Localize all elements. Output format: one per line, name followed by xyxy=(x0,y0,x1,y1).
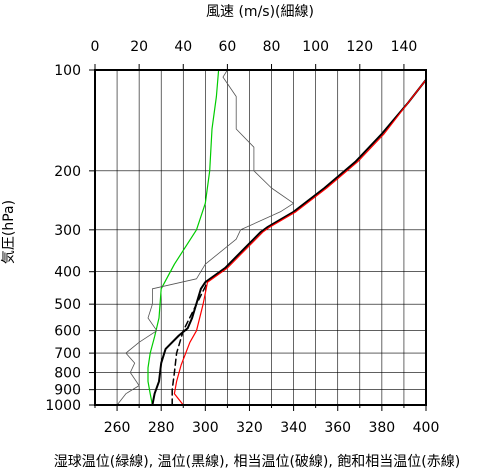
y-tick-label-700: 700 xyxy=(54,346,81,362)
y-axis-title: 気圧(hPa) xyxy=(1,200,17,264)
y-tick-label-200: 200 xyxy=(54,164,81,180)
series-equivalent-potential-temperature xyxy=(171,281,209,406)
y-tick-label-500: 500 xyxy=(54,297,81,313)
series-wet-bulb-potential-temperature xyxy=(147,69,220,406)
y-tick-label-300: 300 xyxy=(54,223,81,239)
top-tick-label-40: 40 xyxy=(174,39,192,55)
y-tick-label-900: 900 xyxy=(54,383,81,399)
series-wind-speed xyxy=(116,69,294,406)
x-tick-label-400: 400 xyxy=(413,420,440,436)
y-tick-label-600: 600 xyxy=(54,324,81,340)
top-tick-label-120: 120 xyxy=(346,39,373,55)
y-tick-label-800: 800 xyxy=(54,366,81,382)
top-tick-label-80: 80 xyxy=(263,39,281,55)
top-tick-label-60: 60 xyxy=(218,39,236,55)
y-tick-label-100: 100 xyxy=(54,63,81,79)
x-tick-label-340: 340 xyxy=(280,420,307,436)
x-tick-label-320: 320 xyxy=(236,420,263,436)
top-axis-title: 風速 (m/s)(細線) xyxy=(206,4,314,20)
y-tick-label-400: 400 xyxy=(54,265,81,281)
top-tick-label-100: 100 xyxy=(302,39,329,55)
y-tick-label-1000: 1000 xyxy=(45,398,81,414)
series-saturated-equivalent-potential-temperature xyxy=(173,79,427,406)
x-tick-label-380: 380 xyxy=(368,420,395,436)
x-tick-label-300: 300 xyxy=(192,420,219,436)
x-tick-label-280: 280 xyxy=(148,420,175,436)
x-tick-label-260: 260 xyxy=(104,420,131,436)
top-tick-label-140: 140 xyxy=(391,39,418,55)
x-tick-label-360: 360 xyxy=(324,420,351,436)
top-tick-label-20: 20 xyxy=(130,39,148,55)
x-axis-title: 湿球温位(緑線), 温位(黒線), 相当温位(破線), 飽和相当温位(赤線) xyxy=(54,453,460,470)
series-lines xyxy=(116,69,427,406)
series-potential-temperature xyxy=(151,78,427,406)
tick-labels: 260 280 300 320 340 360 380 400 0 20 40 60 80 100 120 1… xyxy=(45,39,439,436)
plot-frame xyxy=(94,69,427,406)
top-tick-label-0: 0 xyxy=(91,39,100,55)
axis-ticks xyxy=(89,64,427,411)
